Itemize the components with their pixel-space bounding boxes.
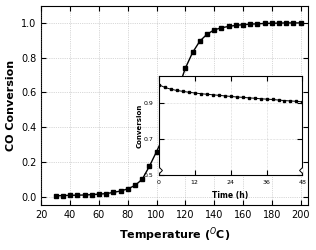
X-axis label: Temperature ($^O$C): Temperature ($^O$C) bbox=[119, 226, 230, 244]
Y-axis label: CO Conversion: CO Conversion bbox=[6, 60, 15, 151]
